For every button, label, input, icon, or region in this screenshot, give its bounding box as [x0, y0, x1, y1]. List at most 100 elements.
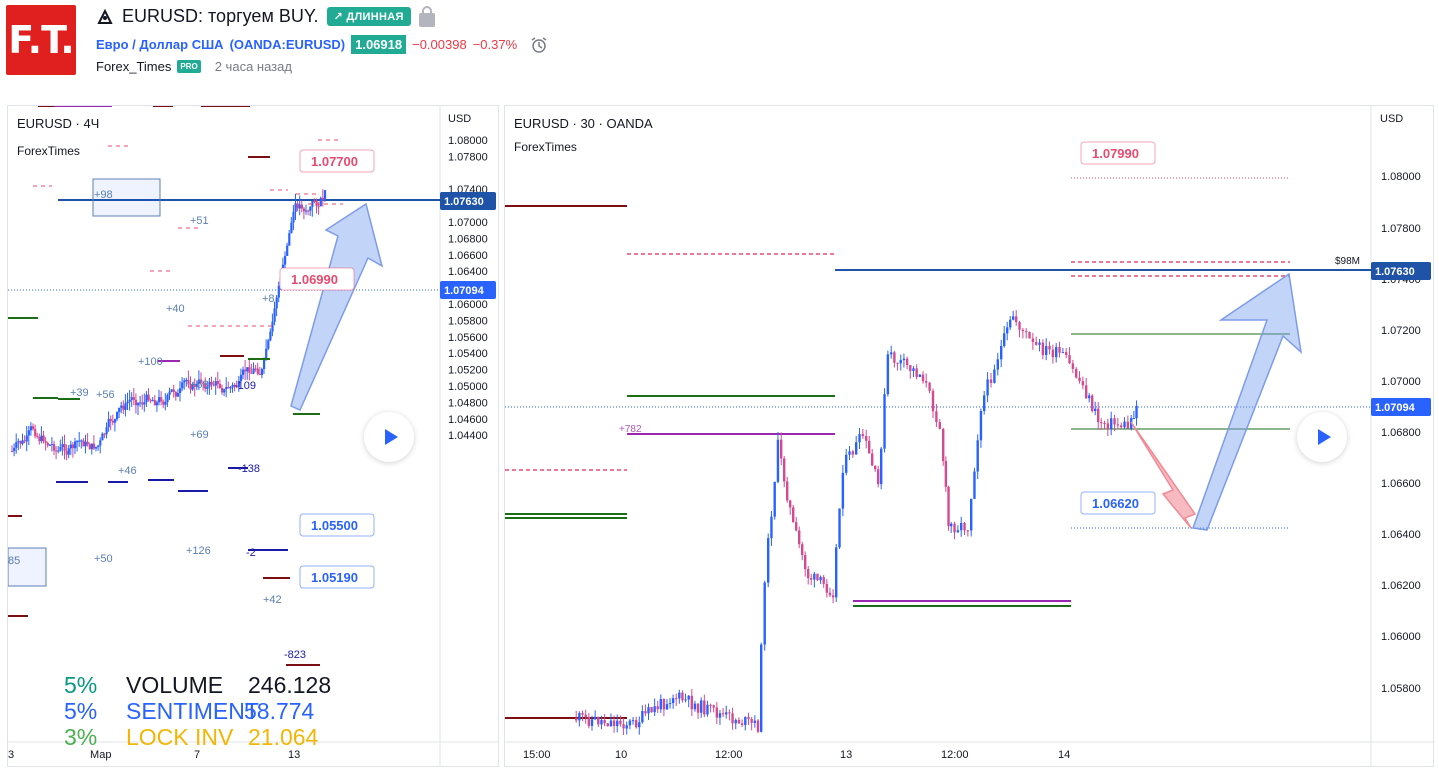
- left-candle-body: [319, 197, 322, 207]
- left-candle-body: [107, 419, 110, 428]
- left-candle-body: [225, 387, 228, 390]
- right-candle-body: [709, 704, 712, 706]
- right-candle-body: [1009, 319, 1012, 328]
- right-candle-body: [684, 699, 687, 701]
- right-candle-body: [681, 692, 684, 701]
- right-candle-body: [858, 434, 861, 443]
- right-candle-body: [956, 530, 960, 533]
- right-candle-body: [671, 698, 675, 704]
- right-candle-body: [578, 713, 581, 721]
- left-candle-body: [53, 443, 56, 451]
- right-candle-body: [831, 595, 835, 598]
- left-candle-body: [78, 440, 81, 442]
- stats-row: 3% LOCK INV 21.064: [64, 724, 331, 750]
- right-candle-body: [744, 716, 747, 726]
- left-small-label: +98: [94, 189, 113, 201]
- right-candle-body: [647, 707, 650, 714]
- right-candle-body: [851, 451, 855, 455]
- left-callout-box: [279, 267, 355, 291]
- right-candle-body: [631, 720, 635, 722]
- right-candle-body: [983, 395, 986, 412]
- right-callout-entry: 1.06620: [1092, 496, 1139, 511]
- published-time: 2 часа назад: [214, 59, 292, 74]
- stats-value: 21.064: [248, 724, 319, 750]
- left-candle-body: [48, 444, 51, 446]
- left-candle-body: [23, 440, 26, 442]
- left-candle-body: [179, 388, 182, 394]
- right-play-button[interactable]: [1297, 412, 1347, 462]
- right-candle-body: [970, 498, 973, 531]
- left-candle-body: [200, 379, 203, 383]
- right-candle-body: [789, 500, 792, 508]
- right-candle-body: [825, 583, 829, 593]
- right-chart-panel[interactable]: 1.080001.078001.074001.072001.070001.068…: [504, 105, 1434, 767]
- left-candle-body: [227, 387, 230, 389]
- right-candle-body: [838, 508, 841, 548]
- alarm-clock-icon[interactable]: [529, 36, 549, 54]
- right-candle-body: [587, 717, 591, 726]
- right-candle-body: [1106, 423, 1110, 430]
- stats-row: 5% SENTIMENT 58.774: [64, 698, 331, 724]
- left-small-label: -823: [284, 649, 306, 661]
- right-x-tick: 12:00: [715, 749, 743, 761]
- left-candle-body: [50, 443, 54, 445]
- left-candle-body: [172, 389, 175, 393]
- right-candle-body: [899, 360, 902, 364]
- left-small-label: +56: [96, 389, 115, 401]
- direction-badge: ↗ ДЛИННАЯ: [326, 7, 411, 26]
- left-candle-body: [46, 442, 49, 446]
- right-candle-body: [973, 471, 976, 499]
- left-candle-body: [197, 379, 201, 384]
- left-small-label: +100: [138, 356, 163, 368]
- left-candle-body: [59, 447, 62, 451]
- left-y-tick: 1.07000: [448, 217, 488, 229]
- left-candle-body: [65, 450, 68, 455]
- left-candle-body: [273, 308, 276, 322]
- right-chart-canvas[interactable]: 1.080001.078001.074001.072001.070001.068…: [505, 106, 1434, 767]
- right-level-label: +782: [619, 424, 642, 435]
- left-candle-body: [97, 445, 100, 448]
- right-candle-body: [712, 705, 715, 708]
- right-candle-body: [848, 451, 851, 455]
- left-candle-body: [13, 447, 16, 452]
- symbol-description-link[interactable]: Евро / Доллар США: [96, 37, 224, 52]
- right-down-arrow: [1130, 421, 1197, 529]
- left-candle-body: [317, 206, 320, 208]
- left-y-tick: 1.04600: [448, 414, 488, 426]
- right-candle-body: [810, 578, 813, 580]
- left-chart-canvas[interactable]: 1.080001.078001.074001.072001.070001.068…: [8, 106, 499, 767]
- right-candle-body: [584, 714, 587, 718]
- left-candle-body: [309, 206, 312, 211]
- right-candle-body: [921, 374, 925, 382]
- right-x-tick: 13: [840, 749, 852, 761]
- left-chart-panel[interactable]: 1.080001.078001.074001.072001.070001.068…: [7, 105, 499, 767]
- right-candle-body: [819, 577, 822, 581]
- symbol-ticker-link[interactable]: (OANDA:EURUSD): [229, 37, 346, 52]
- author-name[interactable]: Forex_Times: [96, 59, 172, 74]
- right-candle-body: [786, 481, 789, 501]
- publisher-logo[interactable]: F.T.: [6, 5, 76, 75]
- right-candle-body: [638, 722, 641, 728]
- right-candle-body: [725, 712, 728, 715]
- stats-row: 5% VOLUME 246.128: [64, 672, 331, 698]
- right-candle-body: [600, 720, 603, 725]
- left-candle-body: [153, 400, 156, 406]
- left-small-label: +42: [263, 594, 282, 606]
- right-candle-body: [1123, 421, 1126, 428]
- left-candle-body: [170, 389, 173, 392]
- left-small-label: 85: [8, 555, 20, 567]
- left-candle-body: [71, 444, 75, 449]
- left-small-label: +69: [190, 429, 209, 441]
- left-candle-body: [223, 389, 226, 393]
- left-current-price-tag-bg: [440, 281, 496, 299]
- left-candle-body: [11, 451, 14, 452]
- right-candle-body: [678, 692, 681, 699]
- left-candle-body: [122, 405, 125, 410]
- left-candle-body: [147, 394, 150, 401]
- right-candle-body: [1045, 346, 1048, 356]
- right-candle-body: [1058, 346, 1061, 353]
- left-play-button[interactable]: [364, 412, 414, 462]
- right-candle-body: [1018, 322, 1021, 330]
- stats-percent: 3%: [64, 724, 98, 750]
- left-candle-body: [254, 368, 257, 370]
